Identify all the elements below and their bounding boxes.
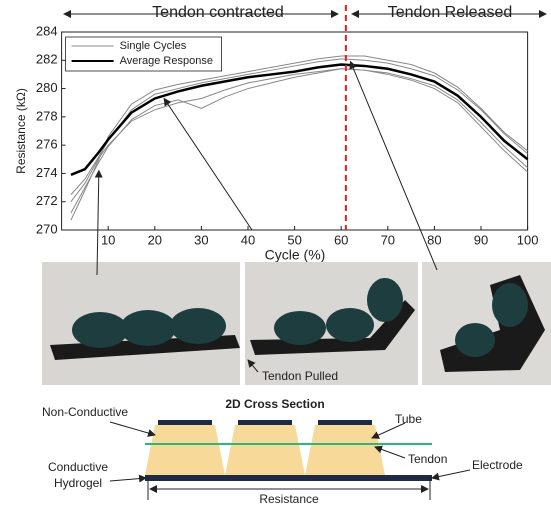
series-line — [71, 69, 528, 213]
x-tick-label: 70 — [381, 232, 395, 247]
x-tick-label: 20 — [148, 232, 162, 247]
y-tick-label: 270 — [36, 221, 58, 236]
photo-caption: Tendon Pulled — [262, 369, 338, 383]
series-line — [71, 65, 528, 175]
x-tick-label: 30 — [194, 232, 208, 247]
diagram-title: 2D Cross Section — [225, 397, 324, 411]
x-tick-label: 60 — [334, 232, 348, 247]
legend: Single Cycles Average Response — [66, 37, 222, 71]
legend-label: Single Cycles — [120, 40, 187, 52]
y-tick-label: 276 — [36, 137, 58, 152]
diagram-label: Resistance — [259, 492, 319, 506]
series-line — [71, 59, 528, 195]
x-tick-label: 40 — [241, 232, 255, 247]
diagram-label: Tube — [395, 412, 422, 426]
diagram-label: Electrode — [472, 458, 523, 472]
y-axis-label: Resistance (kΩ) — [14, 88, 28, 174]
diagram-label: Conductive — [48, 460, 108, 474]
series-line — [71, 56, 528, 220]
legend-label: Average Response — [120, 55, 213, 67]
pointer-arrow — [164, 98, 252, 230]
x-tick-label: 90 — [474, 232, 488, 247]
x-tick-label: 50 — [287, 232, 301, 247]
x-tick-label: 100 — [517, 232, 539, 247]
x-tick-label: 80 — [427, 232, 441, 247]
y-tick-label: 280 — [36, 80, 58, 95]
pointer-arrow — [97, 171, 99, 275]
diagram-label: Hydrogel — [54, 476, 102, 490]
figure: Resistance (kΩ) Cycle (%) Tendon contrac… — [0, 0, 551, 506]
y-tick-label: 278 — [36, 108, 58, 123]
y-tick-label: 274 — [36, 165, 58, 180]
diagram-label: Non-Conductive — [42, 405, 128, 419]
y-tick-label: 284 — [36, 23, 58, 38]
photos — [42, 262, 551, 385]
y-tick-label: 272 — [36, 193, 58, 208]
phase-label: Tendon Released — [388, 4, 513, 21]
phase-label: Tendon contracted — [152, 4, 284, 21]
diagram-label: Tendon — [408, 452, 447, 466]
x-tick-label: 10 — [101, 232, 115, 247]
y-tick-label: 282 — [36, 52, 58, 67]
x-axis-label: Cycle (%) — [265, 247, 326, 263]
